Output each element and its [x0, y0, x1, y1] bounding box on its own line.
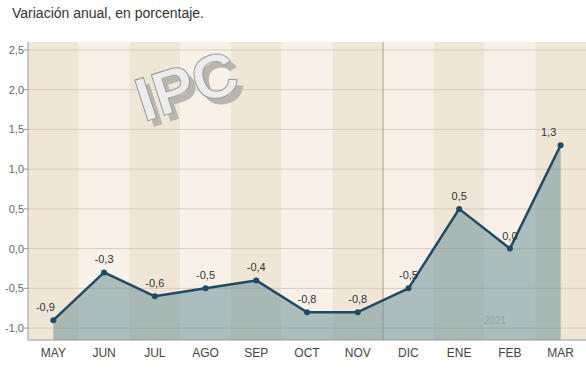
marker [304, 309, 310, 315]
x-tick-label: JUL [144, 346, 166, 360]
marker [355, 309, 361, 315]
data-label: -0,5 [399, 269, 418, 281]
y-axis-line [28, 42, 29, 340]
area [53, 145, 560, 340]
y-tick-label: -0,5 [5, 282, 24, 294]
data-label: 1,3 [541, 126, 556, 138]
y-tick [24, 328, 28, 329]
x-tick-label: SEP [244, 346, 268, 360]
chart: Variación anual, en porcentaje. -1,0 -0,5 0… [0, 0, 586, 372]
y-tick [24, 169, 28, 170]
data-label: -0,8 [348, 293, 367, 305]
data-label: 0,5 [452, 190, 467, 202]
y-tick-label: 0,0 [9, 243, 24, 255]
y-tick [24, 129, 28, 130]
y-tick-label: 0,5 [9, 203, 24, 215]
marker [507, 246, 513, 252]
x-tick-label: MAR [547, 346, 574, 360]
data-label: -0,5 [196, 269, 215, 281]
x-tick-label: ENE [447, 346, 472, 360]
y-tick [24, 89, 28, 90]
data-label: 0,0 [502, 230, 517, 242]
data-label: -0,9 [36, 301, 55, 313]
x-tick-label: NOV [345, 346, 371, 360]
subtitle: Variación anual, en porcentaje. [12, 5, 204, 21]
y-tick [24, 248, 28, 249]
column-band [332, 42, 383, 340]
data-label: -0,4 [247, 261, 266, 273]
year-separator [383, 42, 384, 340]
data-label: -0,6 [145, 277, 164, 289]
marker [203, 285, 209, 291]
marker [405, 285, 411, 291]
grid-line [28, 129, 586, 130]
x-tick-label: AGO [192, 346, 219, 360]
y-tick [24, 288, 28, 289]
column-band [282, 42, 333, 340]
y-tick [24, 208, 28, 209]
y-tick-label: -1,0 [5, 322, 24, 334]
marker [50, 317, 56, 323]
grid-line [28, 89, 586, 90]
x-tick-label: MAY [41, 346, 66, 360]
marker [253, 277, 259, 283]
column-band [28, 42, 79, 340]
x-axis-line [28, 340, 586, 341]
data-label: -0,3 [95, 253, 114, 265]
x-tick-label: DIC [398, 346, 419, 360]
plot-marks [50, 142, 563, 340]
y-tick-label: 1,0 [9, 163, 24, 175]
y-tick-label: 2,0 [9, 84, 24, 96]
y-tick-label: 2,5 [9, 44, 24, 56]
data-label: -0,8 [298, 293, 317, 305]
annotation: IPC [127, 37, 247, 135]
grid-line [28, 208, 586, 209]
x-tick-label: FEB [498, 346, 521, 360]
grid-line [28, 169, 586, 170]
marker [152, 293, 158, 299]
marker [558, 142, 564, 148]
x-tick-label: JUN [92, 346, 115, 360]
x-tick-label: OCT [294, 346, 320, 360]
y-tick-label: 1,5 [9, 123, 24, 135]
line [53, 145, 560, 320]
marker [101, 269, 107, 275]
y-tick [24, 49, 28, 50]
marker [456, 206, 462, 212]
grid-line [28, 49, 586, 50]
